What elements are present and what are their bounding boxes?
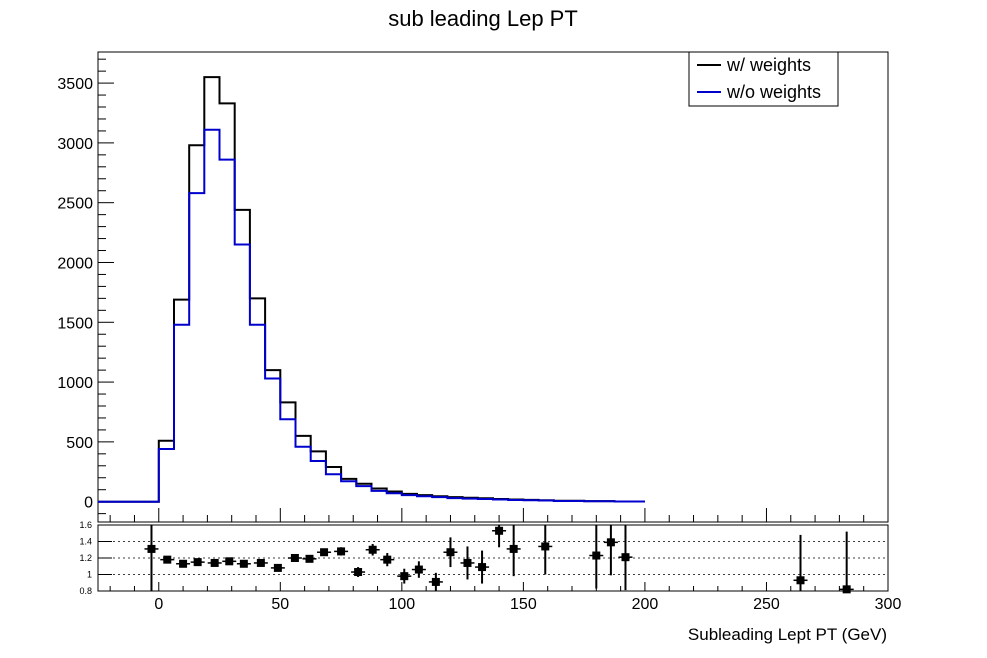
ratio-point [506,525,521,577]
ratio-marker [509,544,518,553]
ratio-y-tick-label: 1 [87,570,92,580]
ratio-point [793,534,808,591]
ratio-point [144,525,159,591]
x-tick-label: 200 [632,596,659,613]
ratio-point [351,567,366,577]
x-tick-label: 300 [875,596,902,613]
ratio-marker [163,555,172,564]
y-tick-label: 2500 [57,196,93,213]
x-tick-label: 150 [510,596,537,613]
ratio-point [589,525,604,589]
ratio-point [236,559,251,568]
ratio-marker [592,551,601,560]
ratio-point [253,558,268,567]
ratio-marker [842,585,851,594]
x-tick-label: 100 [388,596,415,613]
y-tick-label: 1500 [57,315,93,332]
ratio-point [428,572,443,591]
y-tick-label: 3000 [57,136,93,153]
ratio-point [160,555,175,564]
ratio-point [460,546,475,580]
ratio-marker [446,548,455,557]
ratio-marker [383,555,392,564]
ratio-point [618,525,633,591]
ratio-point [287,554,302,562]
ratio-point [380,553,395,567]
ratio-marker [210,558,219,567]
legend: w/ weights w/o weights [688,51,839,107]
y-tick-label: 2000 [57,255,93,272]
ratio-marker [179,559,188,568]
chart-title: sub leading Lep PT [388,6,578,31]
ratio-marker [541,542,550,551]
ratio-marker [400,572,409,581]
ratio-marker [320,548,329,557]
ratio-y-tick-label: 1.4 [79,537,92,547]
series-line-weighted [98,76,645,503]
y-tick-label: 1000 [57,375,93,392]
ratio-point [411,561,426,578]
ratio-point [302,554,317,563]
ratio-point [190,558,205,567]
ratio-marker [368,545,377,554]
ratio-marker [225,557,234,566]
ratio-marker [305,554,314,563]
ratio-marker [273,563,282,572]
ratio-point [176,559,191,568]
x-axis-title: Subleading Lept PT (GeV) [688,625,887,644]
legend-label-unweighted: w/o weights [726,82,821,102]
legend-label-weighted: w/ weights [726,55,811,75]
ratio-point [207,558,222,567]
ratio-marker [463,558,472,567]
ratio-marker [431,577,440,586]
ratio-marker [796,576,805,585]
ratio-point [270,563,285,572]
series-line-unweighted [98,128,645,503]
ratio-marker [147,544,156,553]
ratio-point [603,525,618,576]
y-tick-label: 3500 [57,76,93,93]
ratio-marker [478,563,487,572]
x-tick-label: 0 [154,596,163,613]
ratio-marker [414,565,423,574]
ratio-marker [354,568,363,577]
ratio-marker [606,538,615,547]
ratio-point [475,550,490,584]
ratio-point [317,548,332,557]
ratio-point [334,547,349,556]
ratio-point [839,531,854,594]
ratio-marker [621,553,630,562]
y-tick-label: 0 [84,495,93,512]
x-tick-label: 250 [753,596,780,613]
ratio-point [365,543,380,556]
ratio-y-tick-label: 1.6 [79,520,92,530]
ratio-marker [239,559,248,568]
main-plot-frame [97,51,889,523]
ratio-marker [495,526,504,535]
ratio-point [538,525,553,575]
ratio-marker [290,554,299,562]
ratio-marker [337,547,346,556]
legend-box [688,51,839,107]
ratio-point [492,525,507,548]
ratio-point [397,568,412,584]
x-tick-label: 50 [271,596,289,613]
ratio-marker [256,558,265,567]
ratio-point [222,557,237,566]
ratio-y-tick-label: 1.2 [79,553,92,563]
y-tick-label: 500 [66,435,93,452]
ratio-point [443,537,458,568]
ratio-y-tick-label: 0.8 [79,586,92,596]
ratio-marker [193,558,202,567]
